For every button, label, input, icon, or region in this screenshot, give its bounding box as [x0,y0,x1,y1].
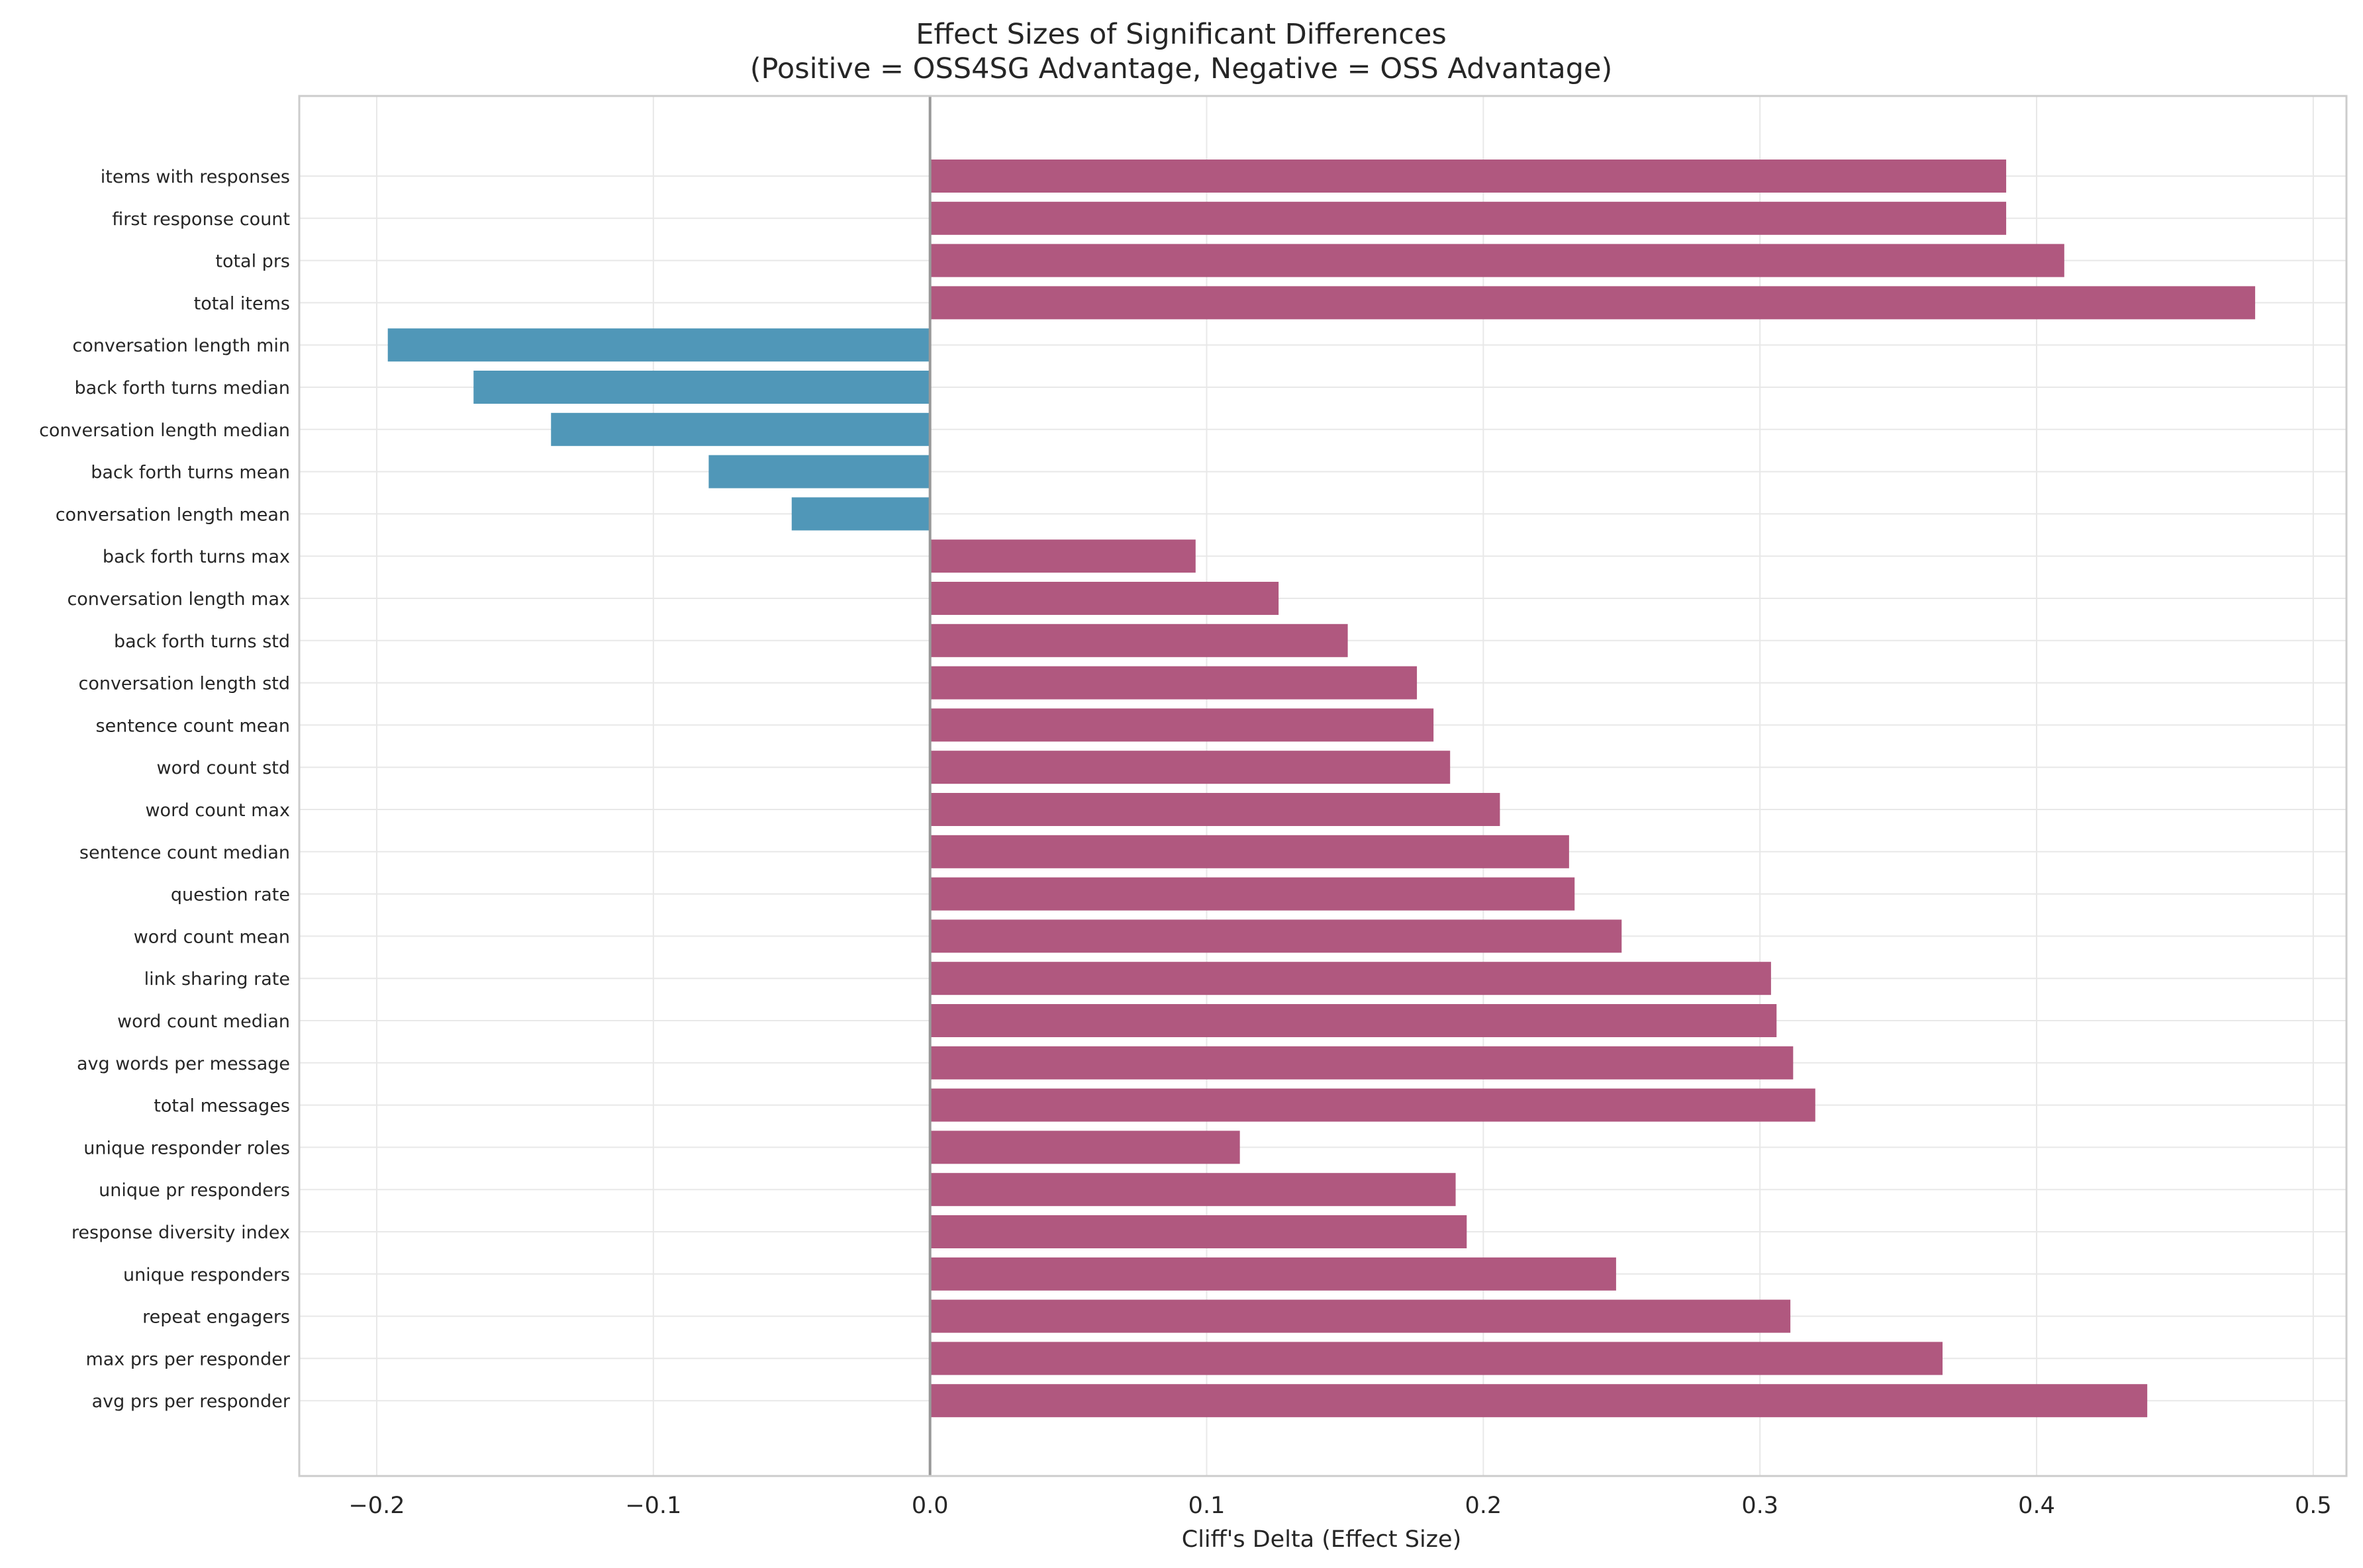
x-tick-label: 0.0 [912,1493,949,1519]
y-tick-label: word count max [145,800,290,821]
bar [930,1299,1791,1333]
y-tick-label: total items [194,293,290,314]
bar [551,412,930,446]
bar [930,201,2007,235]
bar [930,244,2064,277]
x-tick-labels: −0.2 −0.1 0.0 0.1 0.2 0.3 0.4 0.5 [348,1493,2331,1519]
bar [930,582,1279,615]
x-axis-label: Cliff's Delta (Effect Size) [1182,1526,1462,1553]
y-tick-label: back forth turns median [75,378,290,398]
y-tick-label: conversation length max [67,589,290,610]
chart-subtitle: (Positive = OSS4SG Advantage, Negative =… [750,52,1612,85]
x-tick-label: 0.2 [1465,1493,1502,1519]
y-tick-label: avg words per message [77,1054,290,1074]
y-tick-label: response diversity index [72,1222,290,1243]
y-tick-label: back forth turns std [114,631,290,652]
bar [930,1342,1943,1375]
bar [930,877,1575,911]
bars [387,160,2256,1418]
y-tick-label: conversation length median [39,420,290,441]
y-tick-label: repeat engagers [142,1307,290,1328]
bar [473,371,930,404]
bar [930,1257,1616,1291]
x-tick-label: 0.1 [1188,1493,1226,1519]
y-tick-label: question rate [171,885,290,905]
y-tick-label: first response count [112,209,290,230]
bar [930,751,1451,784]
bar [930,286,2256,320]
bar [930,1088,1815,1122]
y-tick-label: conversation length std [78,674,290,694]
bar [930,1384,2148,1418]
y-tick-label: sentence count median [79,843,290,863]
y-tick-label: word count mean [134,927,290,947]
y-tick-label: items with responses [101,167,290,187]
bar [930,793,1500,826]
bar [387,328,930,362]
bar [791,497,930,531]
bar [708,455,930,488]
y-tick-labels: items with responses first response count… [39,167,291,1412]
bar [930,1173,1456,1207]
bar [930,835,1569,868]
y-tick-label: total prs [215,252,290,272]
y-tick-label: unique responders [123,1265,290,1285]
y-tick-label: back forth turns mean [91,463,290,483]
bar [930,160,2007,193]
y-tick-label: conversation length mean [56,504,290,525]
bar [930,962,1771,995]
bar [930,666,1418,700]
plot-frame [298,95,2348,1477]
bar [930,708,1434,742]
y-tick-label: unique responder roles [83,1138,290,1158]
x-tick-label: −0.1 [625,1493,681,1519]
bar [930,1130,1240,1164]
y-tick-label: word count median [117,1011,290,1032]
bar [930,1215,1467,1248]
bar [930,623,1348,657]
y-tick-label: avg prs per responder [92,1391,291,1412]
y-tick-label: sentence count mean [96,715,290,736]
bar [930,1046,1794,1080]
bar [930,539,1196,573]
y-tick-label: link sharing rate [144,969,290,990]
bar [930,919,1622,953]
chart-title: Effect Sizes of Significant Differences [916,18,1447,51]
x-tick-label: 0.3 [1741,1493,1778,1519]
y-tick-label: max prs per responder [85,1349,290,1369]
x-tick-label: 0.4 [2018,1493,2055,1519]
y-tick-label: conversation length min [72,336,290,356]
bar [930,1004,1777,1037]
y-tick-label: unique pr responders [99,1180,290,1201]
x-tick-label: −0.2 [348,1493,405,1519]
y-tick-label: back forth turns max [103,547,290,567]
x-tick-label: 0.5 [2295,1493,2332,1519]
y-tick-label: word count std [157,758,291,778]
y-tick-label: total messages [154,1096,290,1117]
